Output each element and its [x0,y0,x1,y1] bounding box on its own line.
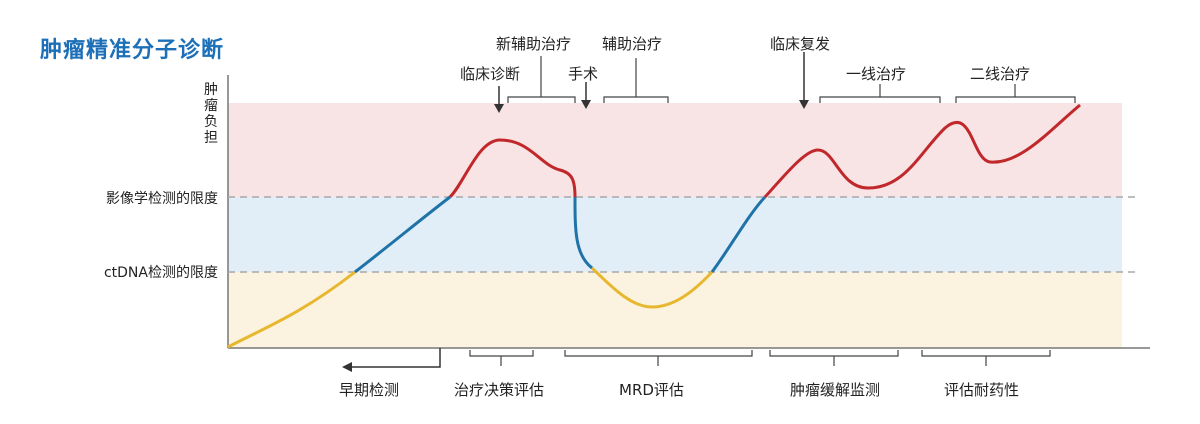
zone-below-ctdna [228,272,1122,348]
zone-between-limits [228,197,1122,272]
curve-segment-blue-relapse [710,195,767,273]
label-adjuvant: 辅助治疗 [602,35,663,53]
ctdna-limit-label: ctDNA检测的限度 [103,265,218,281]
label-second-line: 二线治疗 [970,65,1031,83]
bracket-treatment-decision [469,350,534,366]
bracket-adjuvant [603,58,669,103]
label-neoadjuvant: 新辅助治疗 [496,35,572,53]
page-title: 肿瘤精准分子诊断 [40,38,225,63]
arrowhead-clinical-relapse [799,100,809,109]
zone-above-imaging [228,103,1122,197]
curve-segment-red-late [763,103,1081,199]
y-axis-label: 肿瘤负担 [204,82,218,146]
label-early-detection: 早期检测 [339,381,400,399]
arrow-early-detection [348,348,441,368]
label-monitoring: 肿瘤缓解监测 [790,381,881,399]
bracket-first-line [819,84,941,103]
bracket-resistance [921,350,1051,366]
label-first-line: 一线治疗 [846,65,907,83]
arrowhead-early-detection [342,362,352,372]
curve-segment-yellow-mrd [590,266,714,309]
imaging-limit-label: 影像学检测的限度 [106,191,218,207]
label-clinical-diagnosis: 临床诊断 [460,65,521,83]
bracket-second-line [955,84,1076,103]
bracket-mrd [564,350,753,366]
curve-segment-red-peak [448,138,577,199]
label-surgery: 手术 [568,65,599,83]
label-mrd: MRD评估 [619,381,684,399]
arrowhead-surgery [581,100,591,109]
bracket-monitoring [769,350,899,366]
label-treatment-decision: 治疗决策评估 [454,381,545,399]
label-resistance: 评估耐药性 [944,381,1020,399]
curve-segment-blue-drop [573,196,593,270]
arrowhead-clinical-diagnosis [494,104,504,113]
label-clinical-relapse: 临床复发 [770,35,831,53]
curve-segment-blue-rise [354,195,451,274]
curve-segment-yellow-early [227,270,356,349]
bracket-neoadjuvant [507,56,576,103]
